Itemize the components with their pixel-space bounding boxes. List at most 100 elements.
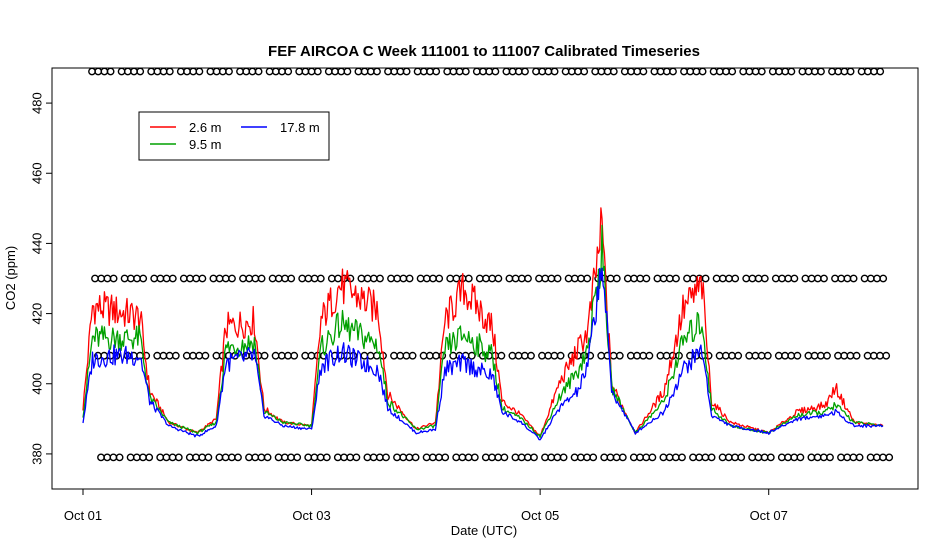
flag-marker [201,351,210,360]
flag-marker [485,67,494,76]
flag-marker [209,274,218,283]
flag-marker [425,351,434,360]
flag-marker [472,67,481,76]
flag-marker [636,274,645,283]
flag-marker [745,67,754,76]
flag-marker [530,453,538,462]
flag-marker [376,274,384,283]
flag-marker [656,351,665,360]
flag-marker [541,274,550,283]
flag-marker [195,351,204,360]
flag-marker [857,67,866,76]
flag-marker [721,351,730,360]
flag-marker [204,453,213,462]
flag-marker [304,453,313,462]
legend-box [138,111,330,161]
flag-marker [606,274,615,283]
flag-marker [689,453,697,462]
flag-marker [225,67,233,76]
flag-marker [399,274,408,283]
y-tick-label: 480 [29,92,44,114]
flag-marker [523,453,532,462]
flag-marker [408,351,417,360]
y-tick-label: 420 [29,303,44,325]
flag-marker [189,67,198,76]
flag-marker [467,351,476,360]
flag-marker [514,67,523,76]
flag-marker [215,453,224,462]
flag-marker [724,453,733,462]
flag-marker [387,274,395,283]
flag-marker [455,67,464,76]
flag-marker [195,67,204,76]
flag-marker [672,274,680,283]
flag-marker [570,453,579,462]
flag-marker [263,453,272,462]
flag-marker [432,351,440,360]
flag-marker [301,67,310,76]
flag-marker [109,453,118,462]
flag-marker [97,274,106,283]
flag-marker [366,351,375,360]
flag-marker [787,351,796,360]
flag-marker [879,453,887,462]
flag-marker [120,274,129,283]
flag-marker [287,274,296,283]
flag-marker [165,67,174,76]
flag-marker [343,67,352,76]
flag-marker [609,351,618,360]
flag-marker [435,274,444,283]
flag-marker [748,274,757,283]
flag-marker [183,67,191,76]
flag-marker [126,274,135,283]
flag-marker [228,274,236,283]
flag-marker [271,67,280,76]
flag-marker [852,351,861,360]
flag-marker [535,274,543,283]
flag-marker [801,274,810,283]
flag-marker [422,274,431,283]
flag-marker [885,453,894,462]
flag-marker [650,67,659,76]
flag-marker [139,453,147,462]
flag-marker [123,67,132,76]
flag-marker [100,67,109,76]
flag-marker [156,274,165,283]
flag-marker [870,67,878,76]
flag-marker [834,351,842,360]
series-lines [82,207,884,441]
y-axis: 380 400 420 440 460 480 [29,92,52,465]
flag-marker [446,274,455,283]
flag-marker [609,67,618,76]
flag-marker [133,274,141,283]
flag-marker [115,453,124,462]
flag-marker [645,351,654,360]
flag-marker [482,274,490,283]
flag-marker [834,67,843,76]
y-tick-label: 460 [29,162,44,184]
flag-marker [162,453,171,462]
flag-marker [879,274,888,283]
flag-marker [768,67,777,76]
flag-marker [816,351,825,360]
flag-marker [109,274,118,283]
flag-marker [165,351,174,360]
flag-marker [186,274,194,283]
flag-marker [475,274,484,283]
flag-marker [106,67,115,76]
flag-marker [396,351,405,360]
flag-marker [517,453,526,462]
flag-marker [813,274,822,283]
flag-marker [712,274,721,283]
flag-marker [653,274,662,283]
flag-marker [293,453,302,462]
y-tick-label: 400 [29,373,44,395]
flag-marker [659,274,668,283]
flag-marker [527,351,535,360]
flag-marker [360,67,369,76]
flag-marker [810,351,819,360]
flag-marker [103,453,112,462]
flag-marker [774,351,783,360]
flag-marker [307,67,316,76]
